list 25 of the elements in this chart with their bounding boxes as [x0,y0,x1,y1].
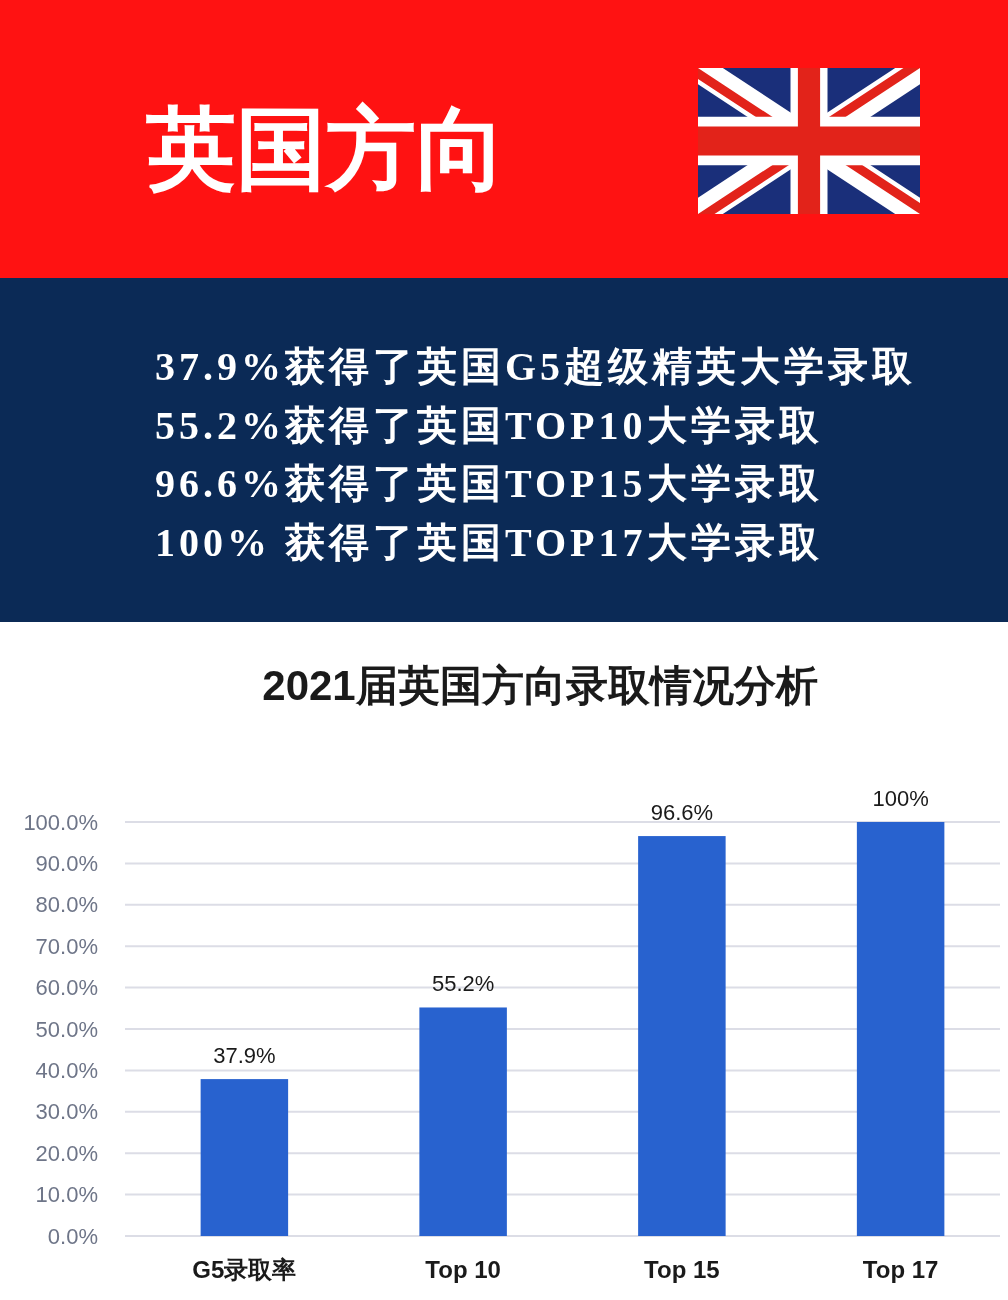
data-label: 55.2% [431,971,495,997]
x-tick-label: Top 15 [644,1256,720,1283]
title: 2021届英国方向录取情况分析 [262,662,818,709]
y-tick-label: 20.0% [35,1140,98,1166]
y-tick-label: 10.0% [35,1182,98,1208]
annotation: 100% 获得了英国TOP17大学录取 [155,519,823,565]
annotation: 55.2%获得了英国TOP10大学录取 [155,402,823,448]
y-tick-label: 100.0% [23,809,98,835]
y-tick-label: 90.0% [35,850,98,876]
y-tick-label: 40.0% [35,1057,98,1083]
x-tick-label: Top 10 [425,1256,501,1283]
x-tick-label: Top 17 [862,1256,939,1283]
y-tick-label: 50.0% [35,1016,98,1042]
y-tick-label: 60.0% [35,975,98,1001]
data-label: 100% [872,786,929,811]
y-tick-label: 0.0% [47,1223,98,1249]
data-label: 96.6% [650,800,714,826]
data-label: 37.9% [213,1043,276,1069]
annotation: 37.9%获得了英国G5超级精英大学录取 [155,344,917,389]
y-tick-label: 80.0% [35,892,98,918]
annotation: 英国方向 [146,100,506,199]
y-tick-label: 70.0% [35,933,98,959]
annotation: 96.6%获得了英国TOP15大学录取 [155,461,823,506]
y-tick-label: 30.0% [35,1099,98,1125]
x-tick-label: G5录取率 [192,1256,297,1283]
